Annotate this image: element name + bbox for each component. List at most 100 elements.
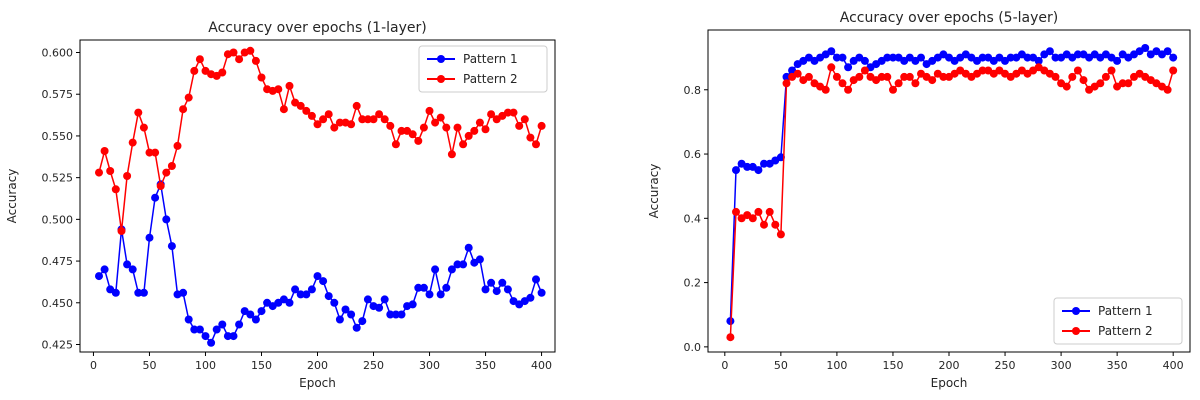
data-point-2 [526,133,535,142]
data-point-1 [100,265,109,274]
data-point-1 [190,325,199,334]
data-point-2 [821,85,830,94]
data-point-1 [414,283,423,292]
y-tick-label: 0.8 [684,84,702,97]
x-tick-label: 350 [1107,359,1128,372]
series-line-2 [729,65,1174,338]
data-point-2 [520,115,529,124]
legend-swatch-marker [1072,327,1080,335]
data-point-2 [229,48,238,57]
data-point-2 [1096,79,1105,88]
data-point-1 [827,47,836,56]
data-point-2 [459,140,468,149]
data-point-1 [503,285,512,294]
data-point-1 [123,260,132,269]
data-point-2 [128,138,137,147]
data-point-1 [425,290,434,299]
data-point-2 [319,115,328,124]
y-tick-label: 0.2 [684,277,702,290]
data-point-1 [358,317,367,326]
data-point-2 [285,81,294,90]
x-tick-label: 50 [774,359,788,372]
legend-label: Pattern 1 [463,52,518,66]
data-point-2 [274,85,283,94]
data-point-1 [1051,53,1060,62]
data-point-1 [782,72,791,81]
data-point-1 [223,332,232,341]
x-tick-label: 150 [251,359,272,372]
data-point-2 [503,108,512,117]
x-tick-label: 250 [363,359,384,372]
data-point-1 [201,332,210,341]
data-point-2 [464,131,473,140]
data-point-2 [184,93,193,102]
data-point-2 [100,147,109,155]
data-point-1 [218,320,227,329]
legend-swatch-marker [1072,307,1080,315]
data-point-2 [1073,66,1082,75]
data-point-2 [162,168,171,177]
data-point-2 [1118,79,1127,88]
chart-title: Accuracy over epochs (5-layer) [840,10,1058,26]
data-point-1 [341,305,350,314]
data-point-2 [782,79,791,88]
data-point-1 [1023,53,1032,62]
data-point-1 [1034,56,1043,65]
data-point-1 [235,320,244,329]
chart-title: Accuracy over epochs (1-layer) [208,20,426,36]
data-point-2 [877,72,886,81]
data-point-1 [844,63,853,72]
data-point-1 [324,292,333,301]
data-point-2 [726,333,735,342]
data-point-2 [408,130,417,139]
data-point-2 [179,105,188,114]
data-point-1 [95,272,103,281]
data-point-2 [1169,66,1178,75]
data-point-2 [900,72,909,81]
data-point-2 [905,72,914,81]
data-point-2 [537,121,546,130]
data-point-2 [487,110,496,119]
data-point-1 [212,325,221,334]
legend-swatch-marker [437,75,445,83]
data-point-2 [447,150,456,159]
data-point-2 [173,141,182,150]
x-tick-label: 0 [721,359,728,372]
data-point-1 [889,53,897,62]
y-tick-label: 0.0 [684,341,702,354]
y-tick-label: 0.525 [42,172,74,185]
data-point-1 [743,162,752,171]
data-point-2 [911,79,920,88]
x-tick-label: 300 [419,359,440,372]
data-point-1 [296,290,305,299]
data-point-2 [732,207,740,216]
y-tick-label: 0.550 [42,130,74,143]
data-point-2 [391,140,400,149]
x-tick-label: 300 [1051,359,1072,372]
chart-1-layer: 0 50 100 150 200 250 300 350 400 0.425 0.450 0.475 0… [5,20,556,390]
data-point-1 [475,255,484,264]
data-point-2 [765,207,774,216]
data-point-1 [1113,56,1122,65]
data-point-2 [145,148,154,157]
legend-box [418,45,548,93]
data-point-2 [1124,79,1133,88]
data-point-2 [296,101,305,110]
data-point-2 [139,123,148,132]
legend-label: Pattern 1 [1098,304,1153,318]
data-point-1 [111,288,120,297]
x-axis-label: Epoch [931,376,968,390]
data-point-1 [285,298,294,307]
x-tick-label: 0 [90,359,97,372]
data-point-2 [832,72,841,81]
data-point-2 [156,182,165,190]
data-point-1 [397,310,406,319]
data-point-2 [397,126,406,135]
data-point-2 [111,185,120,194]
data-point-1 [464,243,473,252]
data-point-1 [352,323,361,332]
data-point-2 [151,148,160,157]
y-tick-label: 0.500 [42,213,74,226]
data-point-2 [358,115,367,124]
data-point-2 [251,56,260,65]
